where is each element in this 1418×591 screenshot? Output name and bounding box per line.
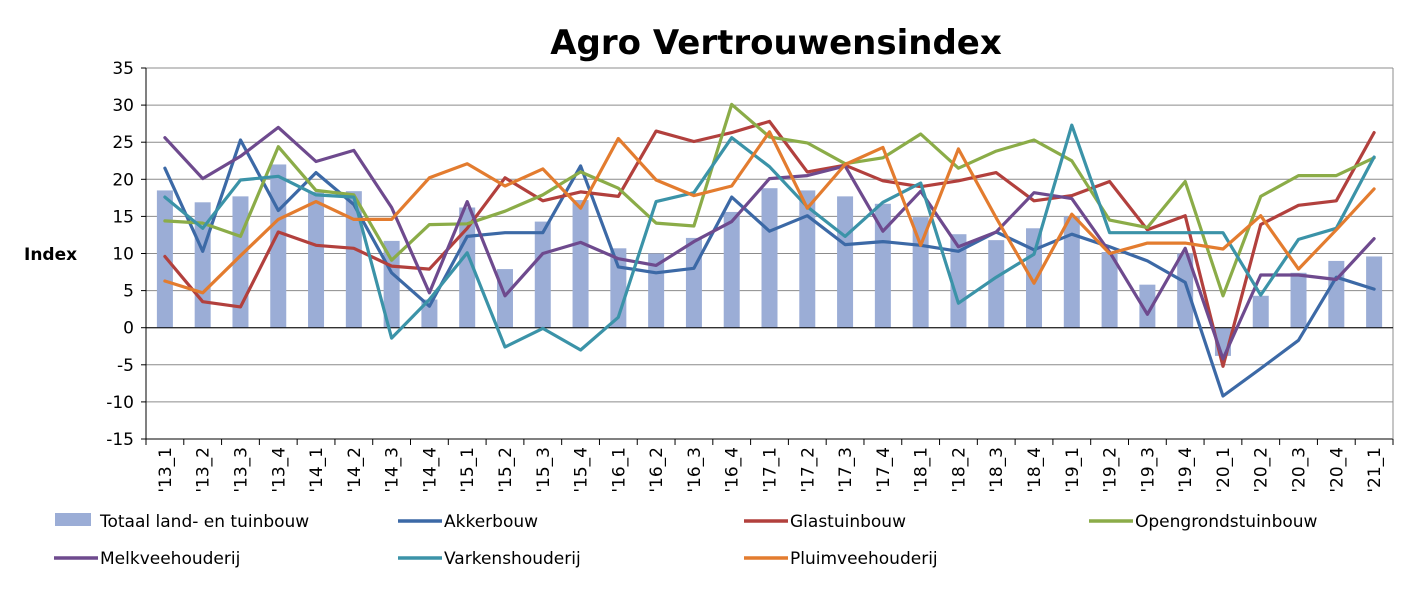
x-tick-label: '19_1 <box>1063 447 1083 493</box>
x-tick-label: '21_1 <box>1365 447 1385 493</box>
x-tick-label: '15_3 <box>534 447 554 493</box>
x-tick-label: '20_2 <box>1252 447 1272 493</box>
x-tick-label: '15_1 <box>458 447 478 493</box>
x-tick-label: '15_2 <box>496 447 516 493</box>
x-tick-label: '18_4 <box>1025 447 1045 493</box>
legend-swatch <box>55 513 91 526</box>
y-tick-label: 35 <box>112 59 134 79</box>
x-tick-label: '15_4 <box>572 447 592 493</box>
bar <box>1290 272 1307 328</box>
x-tick-label: '18_3 <box>987 447 1007 493</box>
legend-label: Glastuinbouw <box>790 512 906 532</box>
series-line <box>163 123 1376 352</box>
bar <box>1177 253 1194 328</box>
x-tick-label: '13_1 <box>156 447 176 493</box>
y-axis-label: Index <box>24 245 77 265</box>
x-tick-label: '20_3 <box>1290 447 1310 493</box>
x-tick-label: '14_2 <box>345 447 365 493</box>
x-tick-label: '13_4 <box>269 447 289 493</box>
x-tick-label: '19_3 <box>1138 447 1158 493</box>
x-tick-label: '17_2 <box>798 447 818 493</box>
x-tick-label: '16_2 <box>647 447 667 493</box>
y-tick-label: 5 <box>123 282 134 302</box>
bar <box>534 221 551 328</box>
bar <box>421 299 438 328</box>
x-tick-label: '18_1 <box>912 447 932 493</box>
y-tick-label: 30 <box>112 96 134 116</box>
bar <box>761 188 778 328</box>
y-tick-label: 15 <box>112 207 134 227</box>
x-tick-label: '20_1 <box>1214 447 1234 493</box>
bar <box>1026 228 1043 328</box>
legend-label: Varkenshouderij <box>444 549 581 569</box>
x-tick-labels: '13_1 '13_2 '13_3 '13_4 '14_1 '14_2 '14_3 '14_4… <box>156 447 1385 493</box>
bar <box>345 191 362 328</box>
y-tick-label: 20 <box>112 170 134 190</box>
y-tick-label: -10 <box>106 393 134 413</box>
x-tick-label: '19_4 <box>1176 447 1196 493</box>
x-tick-label: '20_4 <box>1327 447 1347 493</box>
y-tick-label: 25 <box>112 133 134 153</box>
bar <box>1252 295 1269 328</box>
bar <box>723 211 740 328</box>
x-tick-label: '14_4 <box>420 447 440 493</box>
y-tick-label: 0 <box>123 319 134 339</box>
bar <box>1139 284 1156 328</box>
series-line <box>163 119 1376 368</box>
y-tick-label: -15 <box>106 430 134 450</box>
legend-label: Akkerbouw <box>444 512 538 532</box>
bar <box>1101 252 1118 328</box>
x-tick-label: '13_3 <box>231 447 251 493</box>
x-tick-label: '16_1 <box>609 447 629 493</box>
x-tick-label: '17_3 <box>836 447 856 493</box>
x-tick-label: '16_4 <box>723 447 743 493</box>
x-tick-label: '14_3 <box>383 447 403 493</box>
legend-label: Pluimveehouderij <box>790 549 938 569</box>
series-line <box>163 130 1376 295</box>
series-line <box>163 138 1376 398</box>
bar <box>572 200 589 328</box>
legend-label: Melkveehouderij <box>100 549 240 569</box>
bar <box>950 234 967 328</box>
bar <box>799 190 816 328</box>
bar <box>874 203 891 328</box>
axes <box>141 67 1394 445</box>
x-tick-label: '19_2 <box>1101 447 1121 493</box>
bar <box>837 196 854 328</box>
legend-label: Opengrondstuinbouw <box>1135 512 1318 532</box>
legend-label: Totaal land- en tuinbouw <box>99 512 309 532</box>
x-tick-label: '14_1 <box>307 447 327 493</box>
bar <box>308 191 325 328</box>
bar <box>156 190 173 328</box>
y-tick-label: -5 <box>117 356 134 376</box>
line-series <box>163 102 1376 398</box>
chart-title: Agro Vertrouwensindex <box>550 23 1002 63</box>
x-tick-label: '17_4 <box>874 447 894 493</box>
y-tick-label: 10 <box>112 245 134 265</box>
series-line <box>163 102 1376 298</box>
legend: Totaal land- en tuinbouw Akkerbouw Glastui… <box>54 512 1318 569</box>
series-line <box>163 125 1376 361</box>
bar <box>685 237 702 328</box>
y-tick-labels: -15 -10 -5 0 5 10 15 20 25 30 35 <box>106 59 134 450</box>
x-tick-label: '13_2 <box>194 447 214 493</box>
x-tick-label: '18_2 <box>949 447 969 493</box>
x-tick-label: '17_1 <box>761 447 781 493</box>
bar <box>1328 260 1345 328</box>
bar <box>1366 256 1383 328</box>
bar <box>988 240 1005 328</box>
bar <box>1063 216 1080 328</box>
x-tick-label: '16_3 <box>685 447 705 493</box>
